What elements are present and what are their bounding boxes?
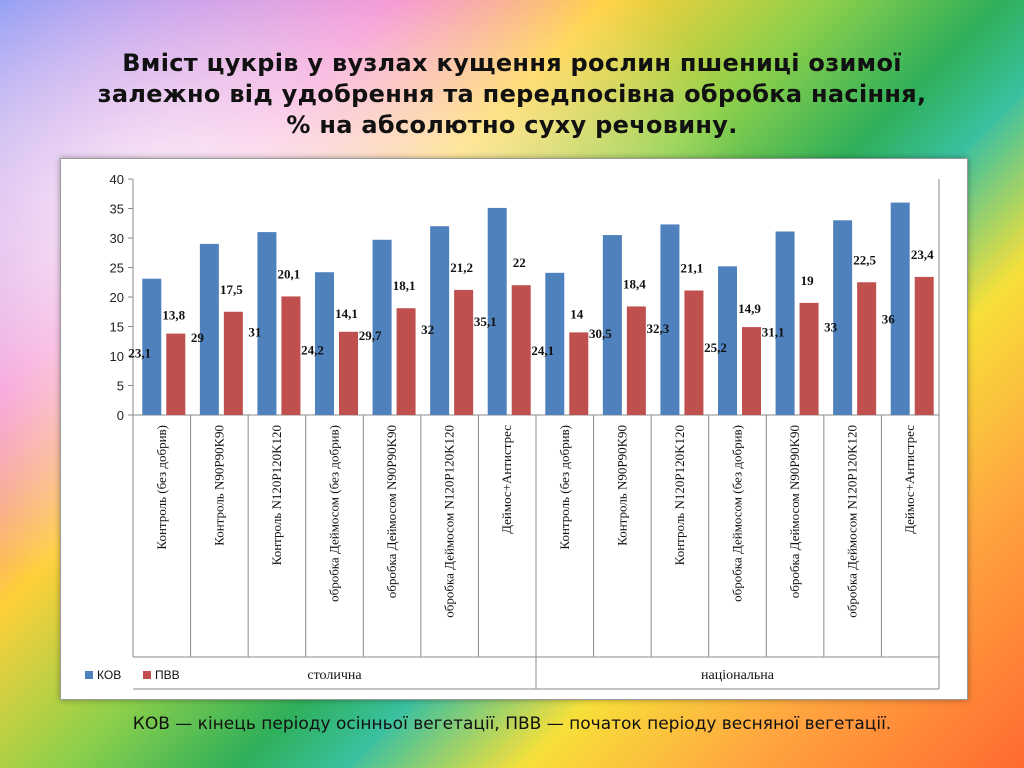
data-label: 30,5	[589, 326, 612, 341]
bar-pvv	[223, 311, 243, 415]
bar-pvv	[166, 333, 186, 415]
y-tick-label: 0	[117, 408, 124, 423]
data-label: 19	[801, 273, 815, 288]
title-line-3: % на абсолютно суху речовину.	[286, 111, 738, 139]
bar-pvv	[569, 332, 589, 415]
category-label: Контроль N90P90K90	[211, 425, 226, 546]
data-label: 25,2	[704, 340, 727, 355]
bar-pvv	[339, 331, 358, 415]
bar-kov	[430, 226, 450, 415]
data-label: 14	[570, 306, 584, 321]
category-label: Контроль N120P120K120	[672, 425, 687, 565]
data-label: 36	[882, 311, 896, 326]
title-line-2: залежно від удобрення та передпосівна об…	[97, 80, 927, 108]
bar-pvv	[914, 276, 934, 415]
category-label: Контроль (без добрив)	[154, 425, 169, 550]
data-label: 31,1	[762, 324, 785, 339]
data-label: 14,9	[738, 301, 761, 316]
category-label: обробка Деймосом N90P90K90	[384, 425, 399, 598]
chart-frame: 0 5 10 15 20 25 30 35 40 столична національна 23,1 2…	[60, 158, 968, 700]
data-label: 21,1	[681, 261, 704, 276]
data-label: 23,4	[911, 247, 934, 262]
category-label: Контроль N120P120K120	[269, 425, 284, 565]
bar-chart: 0 5 10 15 20 25 30 35 40 столична національна 23,1 2…	[85, 172, 940, 690]
bar-kov	[602, 235, 622, 415]
data-label: 33	[824, 319, 838, 334]
group-label: столична	[307, 668, 362, 683]
data-label: 20,1	[278, 266, 301, 281]
category-label: обробка Деймосом N120P120K120	[442, 425, 457, 618]
bar-pvv	[281, 296, 301, 415]
data-label: 29,7	[359, 328, 382, 343]
bar-kov	[372, 239, 392, 415]
y-tick-label: 35	[110, 202, 124, 217]
data-label: 32,3	[647, 321, 670, 336]
category-label: Деймос+Антистрес	[499, 425, 514, 534]
bar-pvv	[742, 327, 761, 415]
y-tick-label: 15	[110, 320, 124, 335]
data-label: 29	[191, 330, 205, 345]
category-label: обробка Деймосом (без добрив)	[327, 425, 342, 602]
y-tick-label: 20	[110, 290, 124, 305]
data-label: 18,4	[623, 276, 646, 291]
category-label: обробка Деймосом N120P120K120	[845, 425, 860, 618]
bar-pvv	[511, 285, 531, 415]
category-label: Контроль N90P90K90	[614, 425, 629, 546]
bar-kov	[487, 207, 507, 415]
bar-kov	[890, 202, 910, 415]
y-tick-label: 40	[110, 172, 124, 187]
y-tick-label: 10	[110, 349, 124, 364]
data-label: 17,5	[220, 282, 243, 297]
bar-pvv	[857, 282, 877, 415]
category-label: обробка Деймосом (без добрив)	[730, 425, 745, 602]
data-label: 22,5	[853, 252, 876, 267]
data-label: 14,1	[335, 306, 358, 321]
bar-kov	[545, 272, 565, 415]
data-label: 13,8	[162, 308, 185, 323]
chart-title: Вміст цукрів у вузлах кущення рослин пше…	[40, 48, 984, 141]
bar-pvv	[684, 290, 704, 415]
y-tick-label: 30	[110, 231, 124, 246]
bar-pvv	[799, 302, 819, 415]
data-label: 23,1	[128, 346, 151, 361]
bar-pvv	[454, 289, 474, 415]
data-label: 21,2	[450, 260, 473, 275]
footnote: КОВ — кінець періоду осінньої вегетації,…	[132, 714, 892, 734]
bar-kov	[315, 272, 334, 415]
bar-pvv	[396, 308, 416, 415]
data-label: 24,1	[531, 343, 554, 358]
data-label: 24,2	[301, 343, 324, 358]
legend-label: КОВ	[97, 668, 121, 682]
category-label: Контроль (без добрив)	[557, 425, 572, 550]
category-label: Деймос+Антистрес	[902, 425, 917, 534]
group-label: національна	[701, 668, 775, 683]
data-label: 22	[513, 255, 526, 270]
bar-kov	[199, 243, 219, 415]
legend-swatch-kov	[85, 671, 93, 679]
legend-label: ПВВ	[155, 668, 180, 682]
bar-kov	[833, 220, 853, 415]
category-label: обробка Деймосом N90P90K90	[787, 425, 802, 598]
data-label: 18,1	[393, 278, 416, 293]
bar-kov	[142, 278, 162, 415]
bar-kov	[775, 231, 795, 415]
data-label: 35,1	[474, 314, 497, 329]
data-label: 32	[421, 322, 434, 337]
bar-pvv	[626, 306, 646, 415]
y-tick-label: 25	[110, 261, 124, 276]
bar-kov	[257, 232, 277, 415]
legend-swatch-pvv	[143, 671, 151, 679]
bar-kov	[718, 266, 737, 415]
bar-kov	[660, 224, 680, 415]
title-line-1: Вміст цукрів у вузлах кущення рослин пше…	[122, 49, 902, 77]
y-tick-label: 5	[117, 379, 124, 394]
data-label: 31	[248, 325, 261, 340]
